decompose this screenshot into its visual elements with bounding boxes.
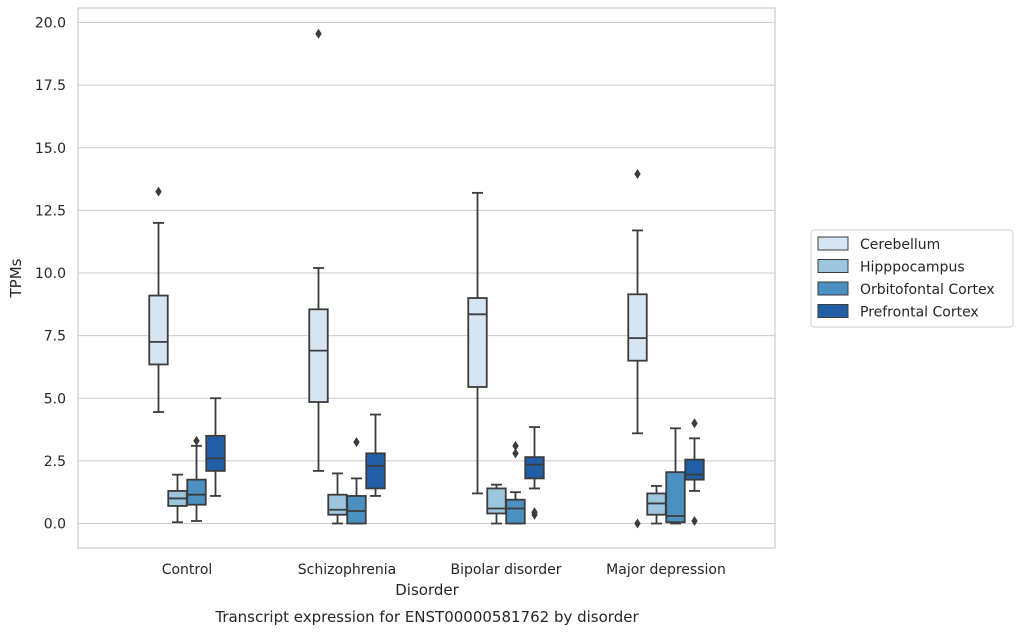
y-axis-label: TPMs — [7, 258, 25, 298]
box-body — [148, 294, 169, 366]
box-body — [684, 458, 705, 481]
outlier-point — [691, 515, 698, 526]
x-axis-label: Disorder — [395, 581, 459, 599]
x-tick-label: Bipolar disorder — [450, 562, 561, 578]
box-body — [467, 297, 488, 388]
legend-label: Cerebellum — [860, 237, 940, 253]
outlier-point — [512, 448, 519, 459]
box-body — [186, 478, 207, 506]
legend-swatch — [817, 304, 849, 318]
y-tick-label: 0.0 — [44, 517, 66, 533]
legend-swatch — [817, 236, 849, 251]
box-body — [205, 434, 226, 472]
outlier-point — [353, 437, 360, 448]
outlier-point — [315, 28, 322, 39]
box-3-0 — [205, 397, 226, 497]
box-1-0 — [167, 473, 188, 524]
box-0-0 — [148, 186, 169, 413]
box-body — [365, 452, 386, 490]
box-2-3 — [665, 427, 686, 525]
legend-label: Prefrontal Cortex — [860, 305, 979, 321]
box-3-1 — [365, 413, 386, 497]
legend-swatch — [817, 259, 849, 273]
y-tick-label: 5.0 — [44, 391, 66, 407]
box-body — [627, 293, 648, 362]
x-tick-labels: Control Schizophrenia Bipolar disorder Majo… — [162, 562, 726, 578]
box-3-3 — [684, 418, 705, 526]
legend-items: Cerebellum Hipppocampus Orbitofontal Corte… — [817, 236, 995, 321]
outlier-point — [634, 518, 641, 529]
x-tick-label: Schizophrenia — [298, 562, 396, 578]
box-2-0 — [186, 435, 207, 522]
box-body — [505, 498, 526, 525]
box-1-2 — [486, 483, 507, 525]
box-body — [524, 456, 545, 480]
outlier-point — [634, 169, 641, 180]
chart-caption: Transcript expression for ENST0000058176… — [214, 608, 639, 626]
outlier-point — [531, 509, 538, 520]
plot-frame — [77, 7, 776, 549]
box-2-2 — [505, 440, 526, 525]
legend-swatch — [817, 281, 849, 296]
legend: Cerebellum Hipppocampus Orbitofontal Corte… — [810, 229, 1014, 328]
legend-label: Hipppocampus — [860, 260, 965, 276]
y-tick-labels: 0.0 2.5 5.0 7.5 10.0 12.5 15.0 17.5 20.0 — [35, 16, 66, 533]
outlier-point — [193, 435, 200, 446]
legend-label: Orbitofontal Cortex — [860, 282, 995, 298]
y-tick-label: 10.0 — [35, 266, 66, 282]
box-body — [665, 471, 686, 524]
y-tick-label: 20.0 — [35, 16, 66, 32]
box-2-1 — [346, 437, 367, 525]
y-tick-label: 12.5 — [35, 203, 66, 219]
y-tick-label: 15.0 — [35, 141, 66, 157]
box-body — [327, 493, 348, 516]
box-0-3 — [627, 169, 648, 529]
y-tick-label: 7.5 — [44, 329, 66, 345]
box-0-1 — [308, 28, 329, 472]
box-1-3 — [646, 485, 667, 525]
x-tick-label: Control — [162, 562, 213, 578]
outlier-point — [512, 440, 519, 451]
outlier-point — [155, 186, 162, 197]
box-body — [486, 487, 507, 515]
box-0-2 — [467, 191, 488, 495]
box-3-2 — [524, 426, 545, 520]
box-series — [148, 28, 705, 529]
box-1-1 — [327, 472, 348, 525]
box-body — [308, 308, 329, 403]
x-tick-label: Major depression — [606, 562, 726, 578]
grid-lines — [78, 21, 775, 525]
y-tick-label: 2.5 — [44, 454, 66, 470]
y-tick-label: 17.5 — [35, 78, 66, 94]
outlier-point — [691, 418, 698, 429]
box-body — [346, 495, 367, 525]
legend-frame — [810, 229, 1014, 328]
